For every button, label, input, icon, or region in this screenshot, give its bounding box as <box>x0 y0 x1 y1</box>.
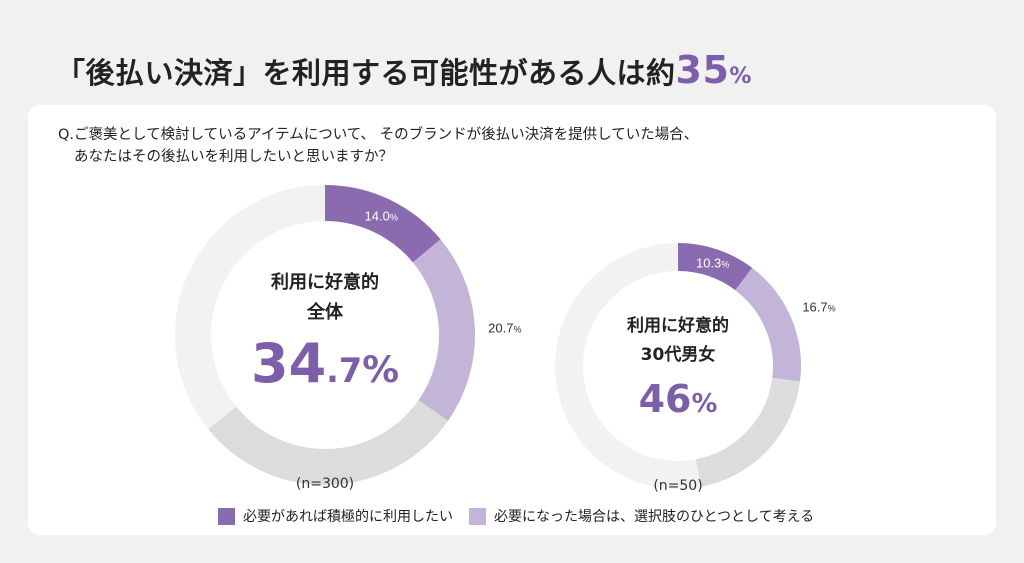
center-label-line2: 30代男女 <box>641 344 716 365</box>
title-unit: % <box>729 64 752 89</box>
donut-slice <box>324 185 441 263</box>
donut-slice <box>695 377 801 487</box>
slice-label: 20.7% <box>488 321 521 336</box>
center-value: 34.7% <box>251 332 399 395</box>
center-label-line1: 利用に好意的 <box>271 271 379 293</box>
legend-item-active: 必要があれば積極的に利用したい <box>218 506 453 526</box>
slice-label: 16.7% <box>802 300 835 315</box>
page-title: 「後払い決済」を利用する可能性がある人は約35% <box>56 48 752 92</box>
donut-slice <box>555 243 702 489</box>
title-number: 35 <box>675 48 730 92</box>
legend-label: 必要があれば積極的に利用したい <box>243 509 453 525</box>
donut-slice <box>734 267 801 382</box>
center-label-line2: 全体 <box>306 301 344 323</box>
center-label-line1: 利用に好意的 <box>627 315 729 336</box>
sample-size-label: (n=300) <box>296 476 354 492</box>
center-value: 46% <box>639 377 718 421</box>
title-text: 「後払い決済」を利用する可能性がある人は約 <box>56 56 676 90</box>
question-line-2: あなたはその後払いを利用したいと思いますか？ <box>74 149 393 165</box>
slice-label: 10.3% <box>696 256 729 271</box>
donut-slice <box>175 185 326 430</box>
legend: 必要があれば積極的に利用したい 必要になった場合は、選択肢のひとつとして考える <box>218 506 830 526</box>
donut-slice <box>208 399 448 485</box>
slice-label: 14.0% <box>365 209 398 224</box>
donut-chart-2: 10.3% 16.7% 利用に好意的 30代男女 46% (n=50) <box>555 243 836 494</box>
donut-slice <box>412 239 475 421</box>
question-text: Q.ご褒美として検討しているアイテムについて、 そのブランドが後払い決済を提供し… <box>58 124 698 168</box>
question-line-1: Q.ご褒美として検討しているアイテムについて、 そのブランドが後払い決済を提供し… <box>58 127 699 143</box>
sample-size-label: (n=50) <box>653 478 702 494</box>
legend-item-consider: 必要になった場合は、選択肢のひとつとして考える <box>469 506 814 526</box>
donut-slice <box>677 243 753 291</box>
legend-swatch <box>469 507 486 525</box>
legend-swatch <box>218 507 235 525</box>
legend-label: 必要になった場合は、選択肢のひとつとして考える <box>494 509 815 525</box>
